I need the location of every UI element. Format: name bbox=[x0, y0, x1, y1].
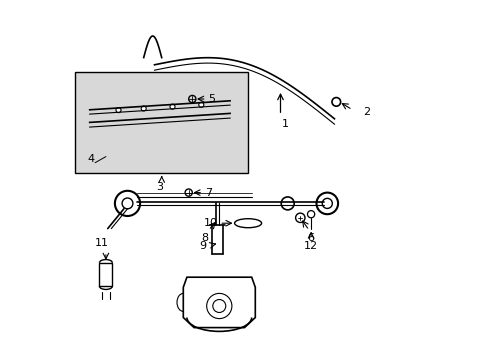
Circle shape bbox=[170, 104, 175, 109]
Text: 5: 5 bbox=[208, 94, 215, 104]
Text: 10: 10 bbox=[203, 218, 217, 228]
Circle shape bbox=[331, 98, 340, 106]
Text: 1: 1 bbox=[282, 119, 289, 129]
Bar bbox=[99, 263, 112, 286]
Text: 9: 9 bbox=[199, 240, 206, 251]
Text: 11: 11 bbox=[95, 238, 109, 248]
Circle shape bbox=[141, 106, 146, 111]
Circle shape bbox=[116, 108, 121, 113]
Text: 8: 8 bbox=[201, 233, 208, 243]
Circle shape bbox=[122, 198, 133, 209]
FancyBboxPatch shape bbox=[75, 72, 247, 173]
Text: 4: 4 bbox=[88, 154, 95, 164]
Circle shape bbox=[199, 102, 203, 107]
Text: 7: 7 bbox=[204, 188, 212, 198]
Text: 3: 3 bbox=[156, 182, 163, 192]
Text: 2: 2 bbox=[363, 107, 370, 117]
Circle shape bbox=[322, 198, 332, 208]
Text: 6: 6 bbox=[307, 233, 314, 243]
Text: 12: 12 bbox=[304, 241, 318, 251]
